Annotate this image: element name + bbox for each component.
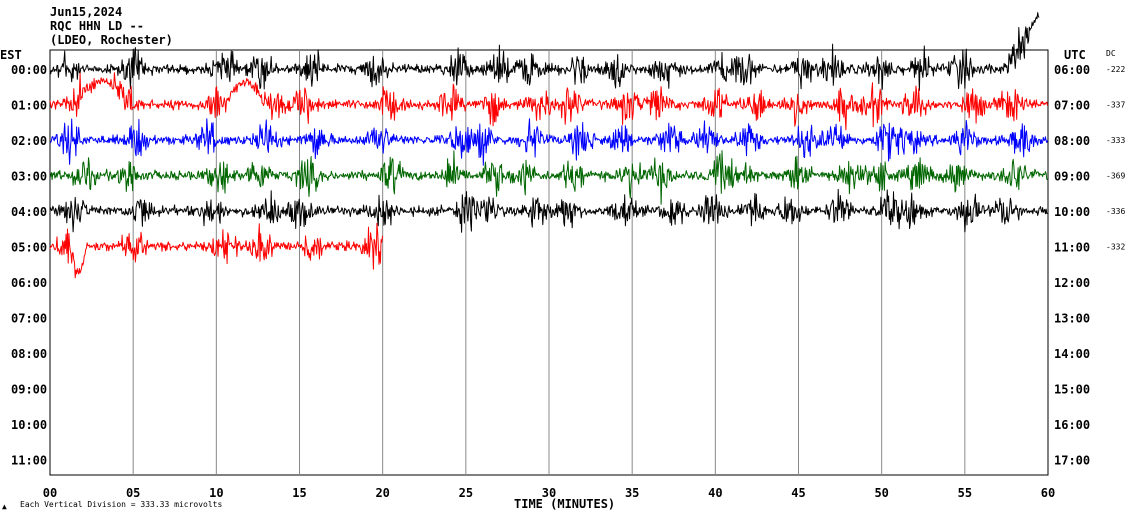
left-hour-8: 08:00: [11, 347, 47, 361]
left-hour-9: 09:00: [11, 383, 47, 397]
axis-labels: 00 05 10 15 20 25 30 35 40 45 50 55 60 00:00 01:00 02:0…: [11, 63, 1125, 500]
x-tick-60: 60: [1041, 486, 1055, 500]
right-hour-0: 06:00: [1054, 63, 1090, 77]
trace-row-4: [49, 188, 1048, 233]
left-hour-6: 06:00: [11, 276, 47, 290]
right-hour-5: 11:00: [1054, 241, 1090, 255]
left-hour-0: 00:00: [11, 63, 47, 77]
x-tick-10: 10: [209, 486, 223, 500]
footer-mark: ▲: [2, 502, 7, 511]
right-hour-6: 12:00: [1054, 276, 1090, 290]
right-hour-2: 08:00: [1054, 134, 1090, 148]
minute-gridlines: [132, 50, 966, 475]
left-hour-2: 02:00: [11, 134, 47, 148]
x-tick-35: 35: [625, 486, 639, 500]
trace-group: [49, 12, 1048, 279]
chart-station: RQC HHN LD --: [50, 19, 144, 33]
dc-value-0: -222: [1106, 65, 1125, 74]
right-hour-10: 16:00: [1054, 418, 1090, 432]
left-hour-4: 04:00: [11, 205, 47, 219]
right-hour-7: 13:00: [1054, 312, 1090, 326]
trace-row-2: [49, 118, 1048, 166]
dc-value-4: -336: [1106, 207, 1125, 216]
footer-note: Each Vertical Division = 333.33 microvol…: [20, 500, 222, 509]
right-hour-1: 07:00: [1054, 99, 1090, 113]
x-tick-05: 05: [126, 486, 140, 500]
right-zone-label: UTC: [1064, 48, 1086, 62]
x-tick-25: 25: [459, 486, 473, 500]
x-tick-55: 55: [958, 486, 972, 500]
trace-row-0: [49, 12, 1040, 91]
x-tick-00: 00: [43, 486, 57, 500]
dc-value-3: -369: [1106, 172, 1125, 181]
right-hour-9: 15:00: [1054, 383, 1090, 397]
left-hour-7: 07:00: [11, 312, 47, 326]
chart-date: Jun15,2024: [50, 5, 123, 19]
right-hour-8: 14:00: [1054, 347, 1090, 361]
dc-value-5: -332: [1106, 243, 1125, 252]
trace-row-5: [49, 222, 383, 279]
right-hour-3: 09:00: [1054, 170, 1090, 184]
x-tick-50: 50: [874, 486, 888, 500]
left-hour-11: 11:00: [11, 454, 47, 468]
dc-label: DC: [1106, 49, 1116, 58]
x-tick-40: 40: [708, 486, 722, 500]
dc-value-2: -333: [1106, 136, 1125, 145]
left-hour-3: 03:00: [11, 170, 47, 184]
dc-value-1: -337: [1106, 101, 1125, 110]
left-hour-10: 10:00: [11, 418, 47, 432]
right-hour-4: 10:00: [1054, 205, 1090, 219]
right-hour-11: 17:00: [1054, 454, 1090, 468]
x-axis-label: TIME (MINUTES): [514, 497, 615, 511]
x-tick-15: 15: [292, 486, 306, 500]
x-tick-45: 45: [791, 486, 805, 500]
left-hour-5: 05:00: [11, 241, 47, 255]
x-tick-20: 20: [375, 486, 389, 500]
trace-row-1: [49, 72, 1048, 131]
x-tick-30: 30: [542, 486, 556, 500]
chart-network: (LDEO, Rochester): [50, 33, 173, 47]
left-hour-1: 01:00: [11, 99, 47, 113]
trace-row-3: [49, 150, 1048, 205]
left-zone-label: EST: [0, 48, 22, 62]
